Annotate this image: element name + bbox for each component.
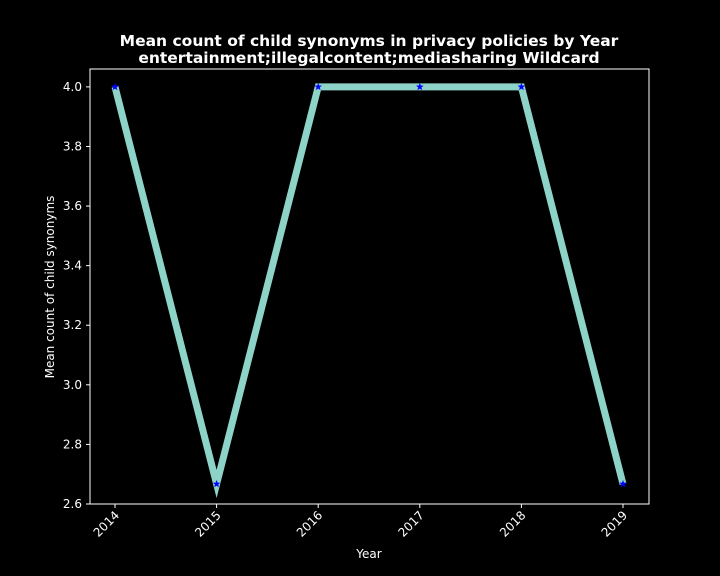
plot-area-frame bbox=[89, 68, 650, 505]
y-axis: 2.6 2.8 3.0 3.2 3.4 3.6 3.8 4.0 bbox=[63, 80, 90, 511]
data-point-marker bbox=[517, 82, 526, 91]
y-tick-label: 3.0 bbox=[63, 378, 82, 392]
y-tick-label: 3.2 bbox=[63, 318, 82, 332]
data-point-marker bbox=[416, 82, 424, 91]
chart-subtitle: entertainment;illegalcontent;mediasharin… bbox=[138, 49, 599, 67]
y-tick-label: 3.4 bbox=[63, 259, 82, 273]
series-layer bbox=[111, 82, 627, 499]
data-point-marker bbox=[212, 480, 221, 488]
data-point-marker bbox=[314, 82, 322, 91]
y-tick-label: 3.8 bbox=[63, 139, 82, 153]
data-point-marker bbox=[619, 480, 627, 488]
series-line bbox=[111, 83, 627, 499]
y-axis-label: Mean count of child synonyms bbox=[43, 196, 57, 379]
x-axis-label: Year bbox=[355, 547, 381, 561]
y-tick-label: 2.8 bbox=[63, 437, 82, 451]
chart-title: Mean count of child synonyms in privacy … bbox=[120, 32, 619, 50]
y-tick-label: 2.6 bbox=[63, 497, 82, 511]
y-tick-label: 4.0 bbox=[63, 80, 82, 94]
data-point-marker bbox=[111, 82, 119, 91]
y-tick-label: 3.6 bbox=[63, 199, 82, 213]
